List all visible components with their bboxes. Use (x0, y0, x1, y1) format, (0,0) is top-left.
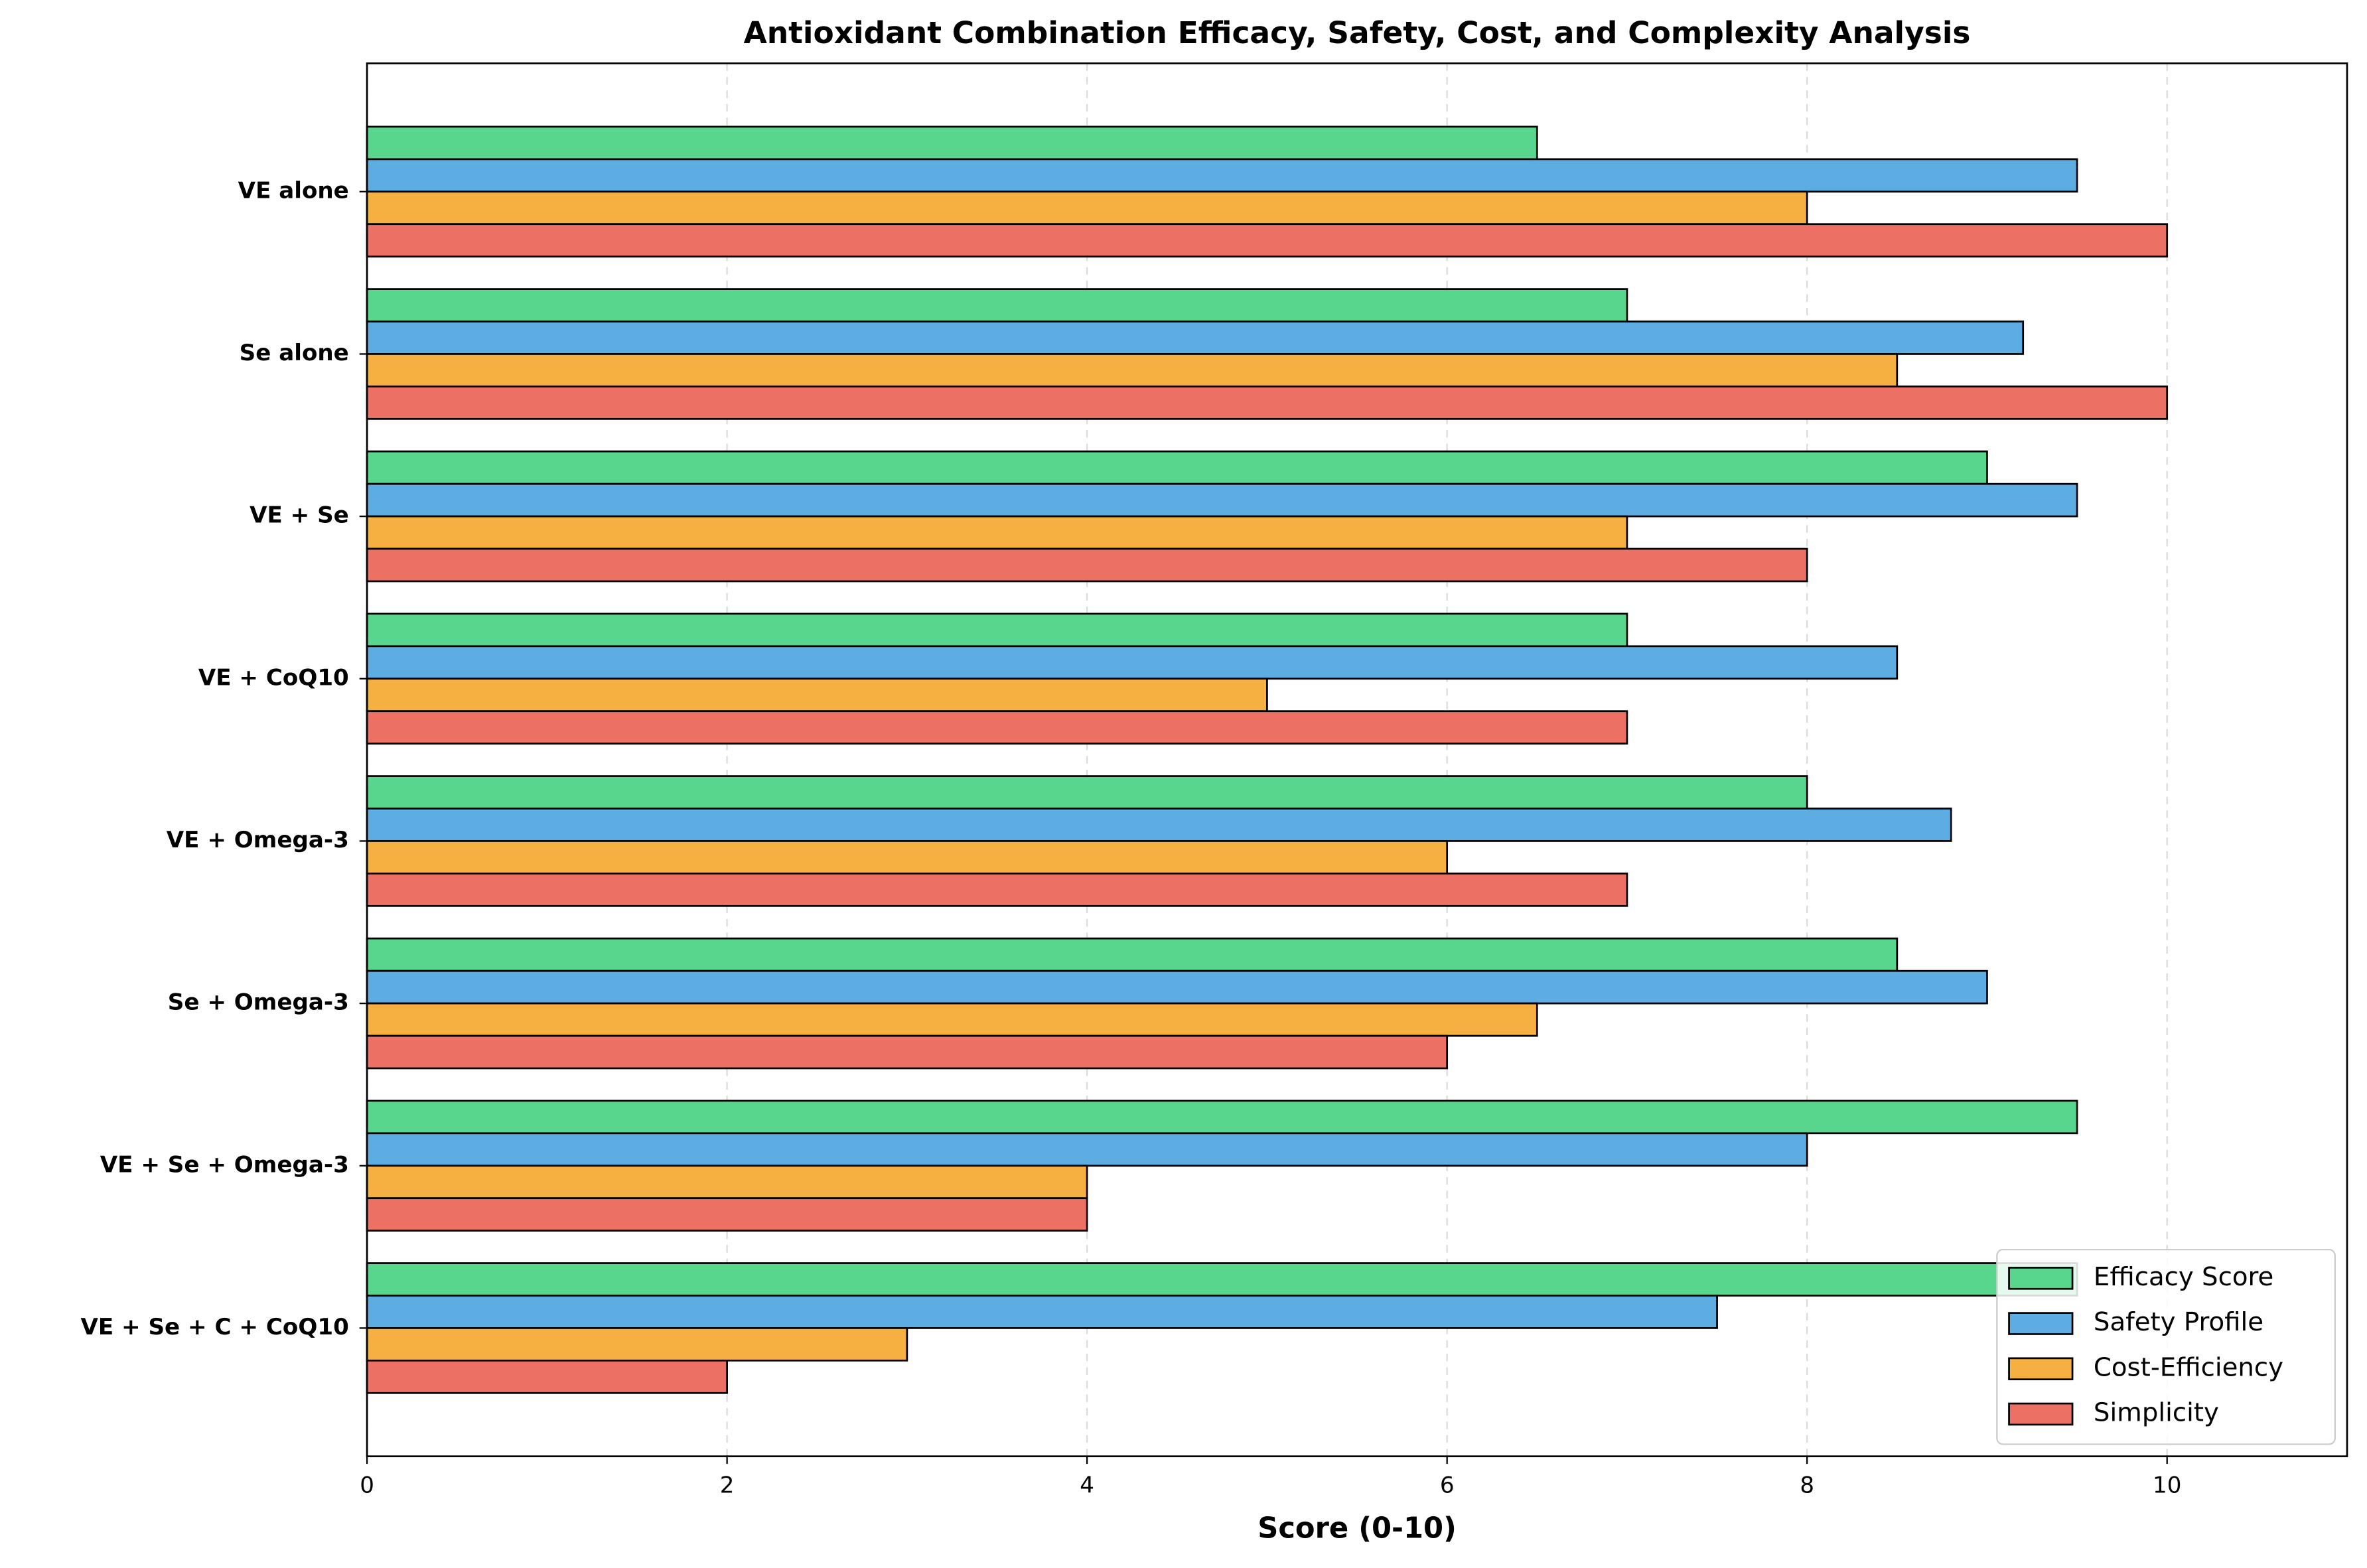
bar (366, 840, 1449, 875)
plot-frame (366, 62, 2348, 1458)
y-tick-label: VE + Se + Omega-3 (100, 1151, 349, 1178)
legend-swatch (2008, 1267, 2074, 1290)
chart-title: Antioxidant Combination Efficacy, Safety… (744, 15, 1971, 50)
y-tick-label: Se + Omega-3 (168, 989, 349, 1016)
bar (366, 645, 1899, 680)
bar (366, 450, 1988, 485)
bar (366, 775, 1808, 810)
bar (366, 321, 2025, 355)
bar (366, 808, 1952, 842)
bar (366, 353, 1899, 388)
legend-box (1996, 1248, 2336, 1445)
bar (366, 223, 2169, 258)
bar (366, 1165, 1088, 1200)
bar (366, 710, 1628, 745)
bar (366, 125, 1538, 161)
bar (366, 1327, 908, 1362)
bar (366, 1262, 2078, 1297)
bar (366, 1197, 1088, 1232)
x-tick-label: 4 (1080, 1472, 1094, 1499)
legend-swatch (2008, 1357, 2074, 1381)
bar (366, 969, 1988, 1005)
bar (366, 612, 1628, 648)
legend-swatch (2008, 1402, 2074, 1426)
bar (366, 1034, 1449, 1070)
y-tick-label: VE + Se + C + CoQ10 (80, 1314, 348, 1340)
bar (366, 386, 2169, 420)
bar (366, 190, 1808, 226)
bar (366, 547, 1808, 583)
bar (366, 1002, 1538, 1037)
bar (366, 158, 2078, 193)
x-tick-label: 6 (1440, 1472, 1455, 1499)
bar (366, 677, 1268, 713)
y-tick-label: VE + Se (250, 502, 349, 529)
y-tick-label: VE + CoQ10 (198, 664, 349, 691)
bar (366, 288, 1628, 322)
bar (366, 482, 2078, 518)
bar (366, 1132, 1808, 1167)
x-axis-label: Score (0-10) (1257, 1512, 1457, 1545)
y-tick-label: VE + Omega-3 (167, 827, 349, 853)
bar (366, 1359, 728, 1394)
y-tick-label: Se alone (240, 340, 349, 366)
x-tick-label: 8 (1800, 1472, 1814, 1499)
bar (366, 1100, 2078, 1135)
legend-label: Efficacy Score (2094, 1262, 2273, 1292)
legend-label: Simplicity (2094, 1398, 2219, 1428)
legend-label: Safety Profile (2094, 1307, 2263, 1337)
legend-label: Cost-Efficiency (2094, 1352, 2283, 1382)
x-tick-label: 0 (360, 1472, 374, 1499)
bar (366, 1295, 1718, 1329)
legend-swatch (2008, 1312, 2074, 1335)
x-tick-label: 2 (720, 1472, 735, 1499)
bar (366, 937, 1899, 972)
bar (366, 873, 1628, 907)
bar (366, 515, 1628, 550)
x-tick-label: 10 (2153, 1472, 2181, 1499)
y-tick-label: VE alone (238, 177, 349, 204)
